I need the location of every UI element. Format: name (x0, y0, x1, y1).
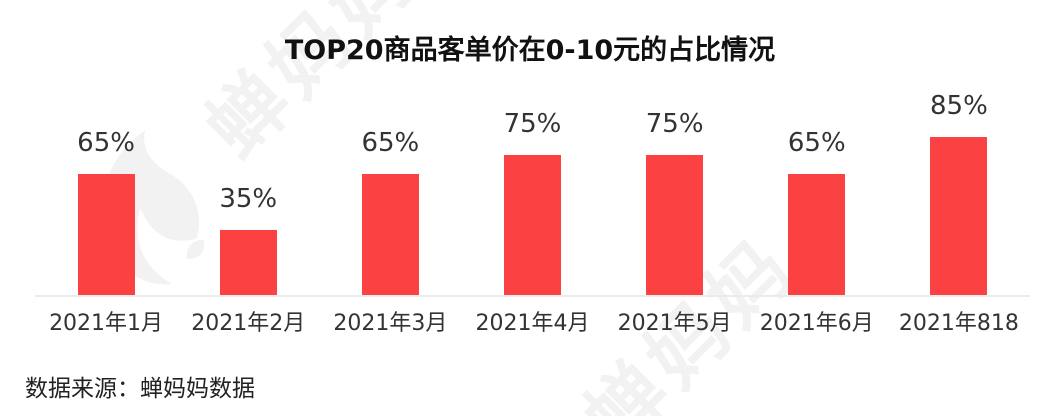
x-axis-label: 2021年4月 (475, 311, 590, 336)
x-axis-label: 2021年3月 (333, 311, 448, 336)
bar (77, 174, 135, 295)
bar-value-label: 65% (361, 128, 420, 159)
bar-column: 65% (746, 88, 888, 295)
bar-column: 65% (35, 88, 177, 295)
x-axis-label: 2021年818 (898, 311, 1019, 336)
data-source-note: 数据来源：蝉妈妈数据 (25, 376, 255, 402)
bar (788, 174, 846, 295)
bar-column: 85% (888, 88, 1030, 295)
bar (219, 230, 277, 295)
x-axis-line (35, 295, 1030, 297)
bar (930, 137, 988, 295)
bar-column: 75% (604, 88, 746, 295)
bar-column: 75% (461, 88, 603, 295)
bar-column: 65% (319, 88, 461, 295)
chart-title: TOP20商品客单价在0-10元的占比情况 (284, 35, 776, 66)
bar-value-label: 75% (645, 109, 704, 140)
x-axis-label: 2021年5月 (617, 311, 732, 336)
bar (503, 155, 561, 295)
bar-value-label: 65% (77, 128, 135, 159)
x-axis-label: 2021年1月 (49, 311, 164, 336)
x-axis-label: 2021年2月 (191, 311, 306, 336)
bar-value-label: 35% (219, 184, 278, 215)
bar-value-label: 75% (503, 109, 562, 140)
plot-area: 65% 35% 65% 75% 75% 65% 85% (35, 88, 1030, 295)
bar (646, 155, 704, 295)
bar-value-label: 85% (930, 91, 988, 122)
x-axis-labels: 2021年1月 2021年2月 2021年3月 2021年4月 2021年5月 2021年… (35, 311, 1030, 337)
bar (361, 174, 419, 295)
bar-column: 35% (177, 88, 319, 295)
bar-value-label: 65% (787, 128, 846, 159)
x-axis-label: 2021年6月 (759, 311, 874, 336)
